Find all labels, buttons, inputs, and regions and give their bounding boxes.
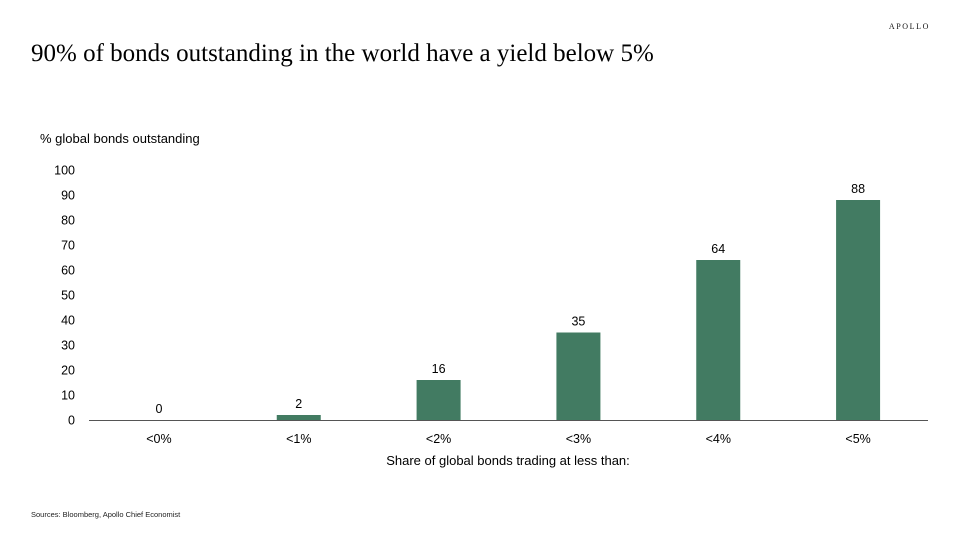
source-note: Sources: Bloomberg, Apollo Chief Economi… xyxy=(31,510,181,519)
y-tick-label: 60 xyxy=(61,264,75,278)
brand-logo: APOLLO xyxy=(888,22,930,31)
x-tick-label: <2% xyxy=(426,432,451,446)
chart-title: 90% of bonds outstanding in the world ha… xyxy=(31,40,654,67)
y-axis-ticks: 0 10 20 30 40 50 60 70 80 90 100 xyxy=(54,164,75,428)
x-axis-ticks: <0% <1% <2% <3% <4% <5% xyxy=(146,432,871,446)
y-tick-label: 30 xyxy=(61,339,75,353)
bar xyxy=(416,380,461,420)
bar xyxy=(276,415,321,420)
y-tick-label: 0 xyxy=(68,414,75,428)
y-tick-label: 100 xyxy=(54,164,75,178)
bar xyxy=(696,260,741,420)
y-tick-label: 70 xyxy=(61,239,75,253)
data-label: 64 xyxy=(711,242,725,256)
x-tick-label: <5% xyxy=(845,432,870,446)
bar xyxy=(556,332,601,420)
y-tick-label: 80 xyxy=(61,214,75,228)
x-tick-label: <3% xyxy=(566,432,591,446)
x-tick-label: <4% xyxy=(706,432,731,446)
x-tick-label: <1% xyxy=(286,432,311,446)
x-axis-label: Share of global bonds trading at less th… xyxy=(386,453,630,468)
y-tick-label: 40 xyxy=(61,314,75,328)
data-label: 16 xyxy=(432,362,446,376)
y-axis-label: % global bonds outstanding xyxy=(40,131,200,146)
x-tick-label: <0% xyxy=(146,432,171,446)
y-tick-label: 90 xyxy=(61,189,75,203)
data-label: 35 xyxy=(571,315,585,329)
bars-group: 0 2 16 35 64 88 xyxy=(155,182,881,420)
bar xyxy=(836,200,881,420)
y-tick-label: 20 xyxy=(61,364,75,378)
data-label: 88 xyxy=(851,182,865,196)
y-tick-label: 10 xyxy=(61,389,75,403)
data-label: 0 xyxy=(155,402,162,416)
y-tick-label: 50 xyxy=(61,289,75,303)
data-label: 2 xyxy=(295,397,302,411)
